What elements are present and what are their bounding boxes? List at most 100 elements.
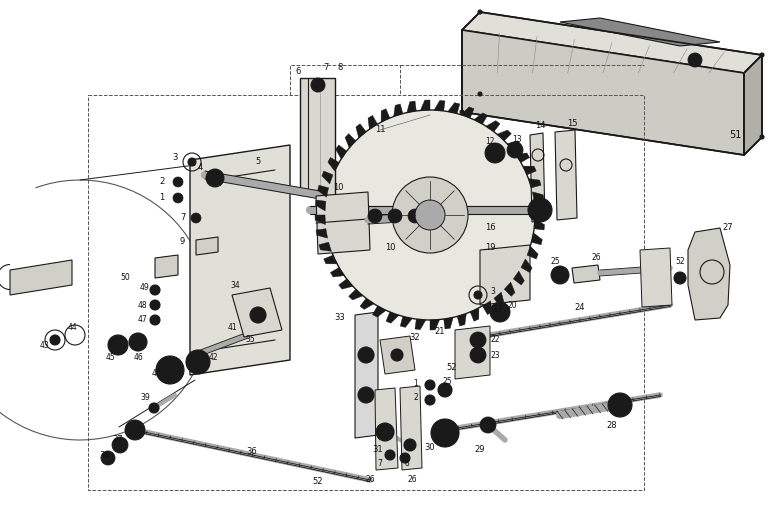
Text: 32: 32 (409, 333, 420, 343)
Polygon shape (381, 109, 390, 122)
Text: 17: 17 (492, 305, 502, 314)
Circle shape (192, 356, 204, 368)
Polygon shape (316, 200, 326, 211)
Polygon shape (10, 260, 72, 295)
Polygon shape (474, 113, 488, 124)
Text: 46: 46 (133, 353, 143, 363)
Polygon shape (523, 166, 536, 175)
Text: 26: 26 (591, 253, 601, 263)
Text: 3: 3 (491, 287, 495, 297)
Circle shape (490, 302, 510, 322)
Polygon shape (482, 301, 492, 315)
Polygon shape (486, 121, 500, 132)
Text: 20: 20 (507, 300, 517, 310)
Circle shape (50, 335, 60, 345)
Text: 30: 30 (425, 443, 435, 453)
Text: 33: 33 (335, 314, 346, 322)
Text: 52: 52 (313, 477, 323, 487)
Circle shape (211, 174, 219, 182)
Polygon shape (494, 292, 504, 306)
Polygon shape (462, 30, 744, 155)
Text: 27: 27 (723, 223, 733, 233)
Circle shape (551, 266, 569, 284)
Circle shape (108, 335, 128, 355)
Circle shape (438, 426, 452, 440)
Text: 7: 7 (180, 214, 186, 222)
Text: 43: 43 (40, 341, 50, 349)
Text: 3: 3 (172, 153, 177, 163)
Text: 11: 11 (375, 125, 386, 135)
Polygon shape (356, 124, 366, 138)
Text: 8: 8 (405, 460, 409, 469)
Text: 52: 52 (447, 363, 457, 373)
Circle shape (478, 10, 482, 14)
Polygon shape (430, 319, 439, 330)
Polygon shape (535, 205, 545, 215)
Text: 42: 42 (208, 353, 218, 363)
Circle shape (113, 340, 123, 350)
Polygon shape (339, 279, 353, 289)
Circle shape (129, 333, 147, 351)
Polygon shape (528, 179, 541, 188)
Polygon shape (196, 237, 218, 255)
Text: 26: 26 (366, 476, 375, 485)
Polygon shape (319, 242, 332, 251)
Circle shape (325, 110, 535, 320)
Polygon shape (328, 157, 339, 171)
Circle shape (376, 423, 394, 441)
Text: 50: 50 (120, 273, 130, 282)
Circle shape (250, 307, 266, 323)
Text: 23: 23 (490, 350, 500, 360)
Text: 16: 16 (485, 223, 495, 233)
Text: 22: 22 (490, 335, 500, 345)
Polygon shape (640, 248, 672, 307)
Polygon shape (444, 317, 453, 329)
Polygon shape (532, 192, 544, 201)
Polygon shape (555, 130, 577, 220)
Polygon shape (407, 101, 416, 112)
Text: 19: 19 (485, 244, 495, 252)
Text: 2: 2 (160, 178, 164, 186)
Polygon shape (300, 78, 335, 195)
Text: 1: 1 (160, 194, 164, 202)
Polygon shape (232, 288, 282, 337)
Text: 48: 48 (137, 300, 147, 310)
Circle shape (408, 209, 422, 223)
Polygon shape (534, 219, 545, 230)
Circle shape (431, 419, 459, 447)
Polygon shape (336, 145, 346, 159)
Circle shape (191, 213, 201, 223)
Polygon shape (190, 145, 290, 375)
Circle shape (156, 356, 184, 384)
Circle shape (478, 92, 482, 96)
Text: 38: 38 (100, 450, 111, 460)
Text: 41: 41 (227, 324, 237, 332)
Text: 52: 52 (675, 257, 685, 266)
Text: 49: 49 (140, 282, 150, 292)
Polygon shape (457, 314, 466, 326)
Circle shape (125, 420, 145, 440)
Circle shape (206, 169, 224, 187)
Text: 10: 10 (385, 244, 396, 252)
Polygon shape (318, 185, 329, 197)
Circle shape (149, 403, 159, 413)
Circle shape (188, 158, 196, 166)
Polygon shape (497, 130, 511, 141)
Text: 13: 13 (512, 136, 521, 144)
Polygon shape (316, 192, 370, 254)
Text: 10: 10 (333, 184, 343, 192)
Polygon shape (420, 100, 430, 110)
Polygon shape (455, 326, 490, 379)
Circle shape (425, 395, 435, 405)
Text: 36: 36 (247, 447, 257, 457)
Circle shape (130, 425, 140, 435)
Polygon shape (324, 255, 337, 264)
Text: 8: 8 (337, 63, 343, 73)
Circle shape (392, 177, 468, 253)
Circle shape (186, 350, 210, 374)
Polygon shape (480, 245, 530, 305)
Circle shape (480, 417, 496, 433)
Text: 39: 39 (140, 394, 150, 402)
Circle shape (358, 347, 374, 363)
Polygon shape (572, 265, 600, 283)
